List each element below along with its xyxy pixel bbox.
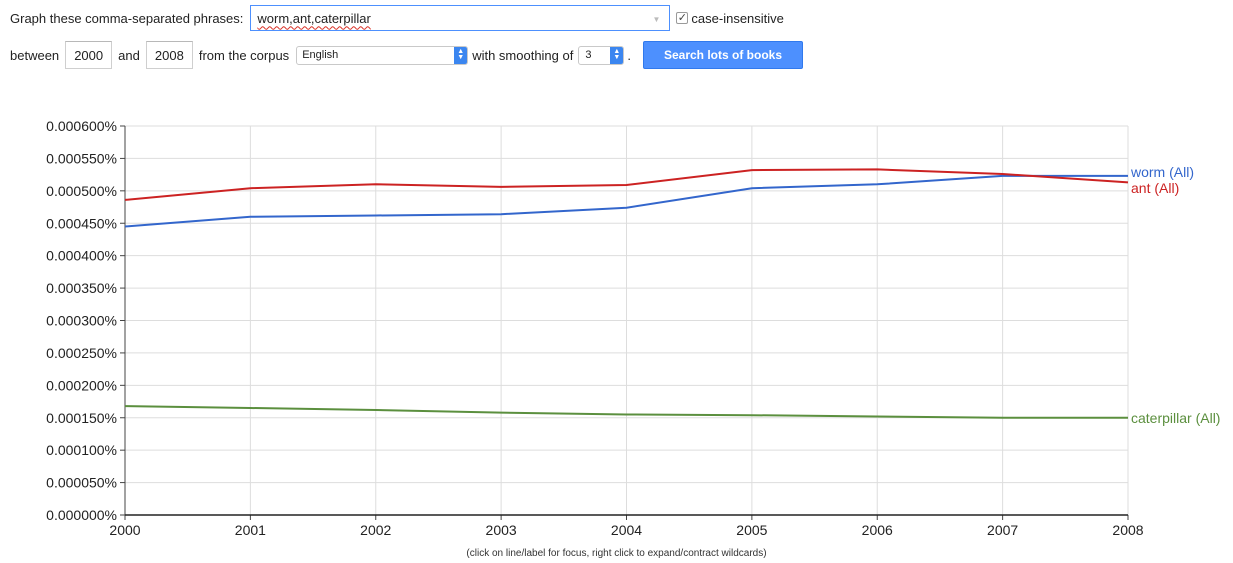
x-tick-label: 2007 [987, 522, 1018, 538]
series-line-ant[interactable] [124, 168, 1129, 201]
series-label-worm[interactable]: worm (All) [1130, 164, 1194, 180]
end-year-input[interactable]: 2008 [145, 41, 193, 69]
x-tick-label: 2003 [486, 522, 517, 538]
corpus-select[interactable]: English ▲ ▼ [296, 45, 469, 65]
corpus-label: from the corpus [198, 47, 290, 63]
select-arrows-icon[interactable]: ▲ ▼ [454, 46, 468, 64]
chart-axes: 0.000000% 0.000050% 0.000100% 0.000150% 0.00… [46, 118, 1144, 538]
x-tick-label: 2005 [736, 522, 767, 538]
smoothing-select-value[interactable]: 3 [585, 49, 592, 61]
y-tick-label: 0.000100% [46, 442, 117, 458]
y-tick-label: 0.000250% [46, 345, 117, 361]
series-line-caterpillar[interactable] [124, 405, 1128, 419]
select-arrows-icon[interactable]: ▲ ▼ [610, 46, 624, 64]
x-tick-label: 2001 [235, 522, 266, 538]
dropdown-arrow-icon[interactable]: ▼ [652, 15, 661, 24]
between-label: between [10, 47, 60, 63]
checkbox-checked-icon[interactable]: ✓ [676, 11, 689, 24]
y-tick-label: 0.000500% [46, 183, 117, 199]
series-label-caterpillar[interactable]: caterpillar (All) [1131, 410, 1220, 426]
chart-series[interactable] [124, 168, 1129, 419]
search-button[interactable]: Search lots of books [642, 41, 803, 69]
y-tick-label: 0.000050% [46, 475, 117, 491]
start-year-input[interactable]: 2000 [65, 41, 113, 69]
chart-hint: (click on line/label for focus, right cl… [466, 548, 767, 559]
chart-legend-labels[interactable]: worm (All)ant (All) caterpillar (All) [1130, 164, 1220, 426]
y-tick-label: 0.000450% [46, 215, 117, 231]
smoothing-label: with smoothing of [472, 47, 574, 63]
case-insensitive-toggle[interactable]: ✓ case-insensitive [676, 11, 784, 26]
y-tick-label: 0.000600% [46, 118, 117, 134]
series-line-worm[interactable] [124, 174, 1128, 228]
x-tick-label: 2000 [109, 522, 140, 538]
x-tick-label: 2008 [1112, 522, 1143, 538]
phrases-label: Graph these comma-separated phrases: [10, 10, 244, 26]
case-insensitive-label[interactable]: case-insensitive [691, 10, 784, 26]
ngram-chart: 0.000000% 0.000050% 0.000100% 0.000150% 0.00… [46, 118, 1220, 538]
y-tick-label: 0.000350% [46, 280, 117, 296]
x-tick-label: 2004 [611, 522, 642, 538]
period-text: . [627, 47, 631, 63]
y-tick-label: 0.000000% [46, 507, 117, 523]
y-tick-label: 0.000300% [46, 313, 117, 329]
query-row: Graph these comma-separated phrases: wor… [10, 4, 784, 32]
y-tick-label: 0.000550% [46, 150, 117, 166]
y-tick-label: 0.000150% [46, 410, 117, 426]
y-tick-label: 0.000200% [46, 377, 117, 393]
x-tick-label: 2002 [360, 522, 391, 538]
y-tick-label: 0.000400% [46, 248, 117, 264]
series-label-ant[interactable]: ant (All) [1131, 180, 1179, 196]
corpus-select-value[interactable]: English [302, 49, 339, 61]
phrases-input-value[interactable]: worm,ant,caterpillar [257, 10, 371, 26]
smoothing-select[interactable]: 3 ▲ ▼ [578, 45, 625, 65]
options-row: between 2000 and 2008 from the corpus En… [10, 40, 803, 70]
phrases-input[interactable]: worm,ant,caterpillar ▼ [250, 5, 671, 31]
and-label: and [118, 47, 140, 63]
x-tick-label: 2006 [862, 522, 893, 538]
